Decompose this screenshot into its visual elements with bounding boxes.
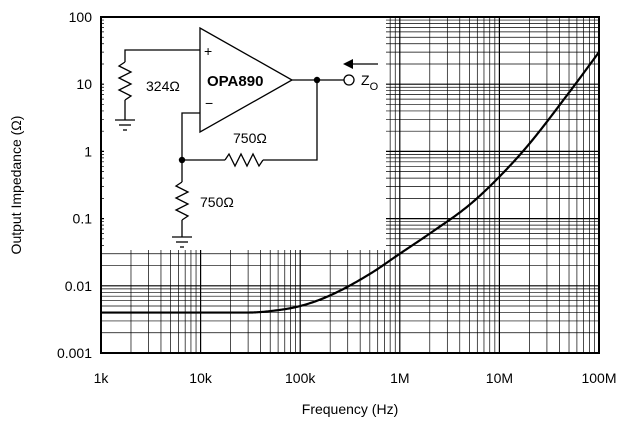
resistor-324 xyxy=(117,61,133,101)
y-tick-labels: 0.001 0.01 0.1 1 10 100 xyxy=(57,9,92,361)
resistor-750-ground xyxy=(174,181,190,221)
opamp-symbol xyxy=(199,26,294,134)
feedback-junction-dot xyxy=(178,156,186,164)
y-tick-label: 100 xyxy=(69,9,93,25)
output-impedance-label: ZO xyxy=(361,72,379,93)
y-tick-label: 0.01 xyxy=(65,278,92,294)
feedback-wire-right xyxy=(263,80,318,161)
output-terminal xyxy=(343,74,355,86)
plus-input-wire xyxy=(124,49,200,62)
x-tick-label: 1M xyxy=(390,370,409,386)
plot-frame xyxy=(100,16,600,354)
x-tick-label: 100k xyxy=(285,370,316,386)
x-tick-label: 1k xyxy=(94,370,110,386)
impedance-curve xyxy=(101,51,600,314)
y-axis-label: Output Impedance (Ω) xyxy=(8,116,24,255)
opamp-minus-sign: − xyxy=(205,95,213,111)
resistor-750-feedback xyxy=(224,152,264,168)
y-tick-label: 10 xyxy=(76,76,92,92)
y-tick-label: 1 xyxy=(84,143,92,159)
y-tick-label: 0.1 xyxy=(73,211,93,227)
x-tick-label: 100M xyxy=(581,370,616,386)
output-arrow-head xyxy=(343,59,353,69)
x-tick-label: 10M xyxy=(486,370,513,386)
x-tick-labels: 1k 10k 100k 1M 10M 100M xyxy=(94,370,617,386)
schematic-inset: + − OPA890 324Ω 750Ω 750Ω ZO xyxy=(104,18,386,250)
resistor-324-label: 324Ω xyxy=(146,78,180,94)
y-tick-label: 0.001 xyxy=(57,345,92,361)
opamp-plus-sign: + xyxy=(204,43,212,59)
x-tick-label: 10k xyxy=(189,370,213,386)
resistor-750-feedback-label: 750Ω xyxy=(233,130,267,146)
resistor-750-ground-label: 750Ω xyxy=(200,194,234,210)
opamp-label: OPA890 xyxy=(207,73,263,90)
output-junction-dot xyxy=(313,76,321,84)
minus-input-wire xyxy=(181,112,200,160)
x-axis-label: Frequency (Hz) xyxy=(302,401,398,417)
